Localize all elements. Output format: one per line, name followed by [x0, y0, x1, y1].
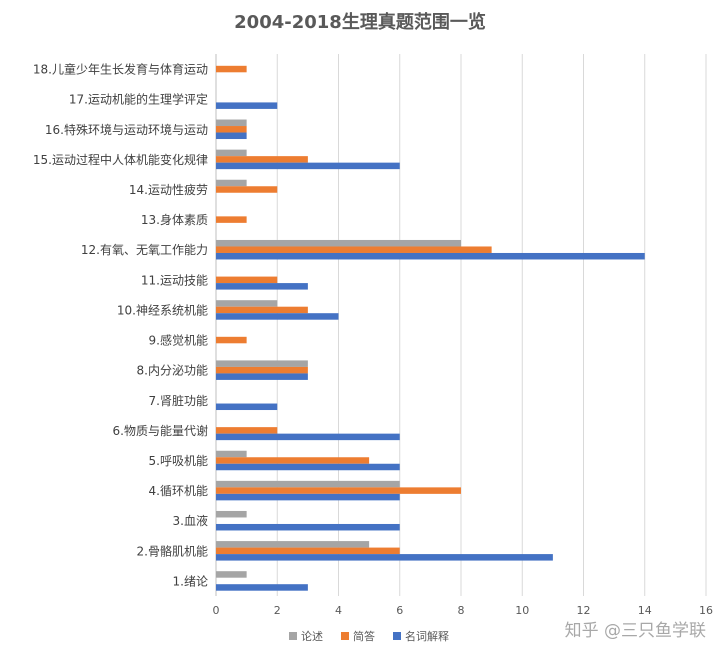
- x-tick-label: 4: [335, 604, 342, 617]
- bar-名词解释: [216, 132, 247, 140]
- bar-简答: [216, 126, 247, 133]
- bar-名词解释: [216, 102, 278, 109]
- legend-swatch: [341, 632, 349, 640]
- bar-简答: [216, 457, 370, 464]
- bar-论述: [216, 450, 247, 458]
- category-label: 6.物质与能量代谢: [113, 423, 208, 438]
- bar-论述: [216, 480, 400, 488]
- category-label: 13.身体素质: [141, 212, 208, 227]
- category-label: 15.运动过程中人体机能变化规律: [33, 152, 208, 167]
- watermark-text: 知乎 @三只鱼学联: [564, 621, 706, 641]
- category-label: 3.血液: [173, 513, 208, 528]
- legend-label: 名词解释: [405, 629, 449, 643]
- bar-名词解释: [216, 162, 400, 170]
- category-label: 14.运动性疲劳: [129, 182, 208, 197]
- bar-简答: [216, 547, 400, 555]
- bar-简答: [216, 156, 308, 163]
- x-tick-label: 2: [274, 604, 281, 617]
- x-tick-label: 0: [213, 604, 220, 617]
- bar-论述: [216, 239, 461, 247]
- bar-论述: [216, 119, 247, 127]
- bar-名词解释: [216, 493, 400, 501]
- category-label: 4.循环机能: [149, 484, 208, 498]
- bar-论述: [216, 360, 308, 367]
- chart-title: 2004-2018生理真题范围一览: [234, 12, 486, 33]
- x-tick-label: 16: [699, 604, 713, 617]
- bar-简答: [216, 487, 461, 494]
- bar-简答: [216, 65, 247, 73]
- bar-名词解释: [216, 313, 339, 320]
- bar-名词解释: [216, 373, 308, 380]
- bar-论述: [216, 179, 247, 187]
- bar-名词解释: [216, 463, 400, 471]
- bar-论述: [216, 149, 247, 157]
- bar-论述: [216, 571, 247, 578]
- bar-简答: [216, 366, 308, 374]
- x-tick-label: 14: [638, 604, 652, 617]
- x-tick-label: 6: [396, 604, 403, 617]
- category-label: 17.运动机能的生理学评定: [69, 92, 208, 107]
- bar-名词解释: [216, 584, 308, 591]
- legend-label: 论述: [301, 629, 323, 643]
- bar-名词解释: [216, 403, 278, 411]
- x-tick-label: 10: [515, 604, 529, 617]
- category-label: 8.内分泌功能: [137, 364, 208, 378]
- legend-swatch: [289, 632, 297, 640]
- category-label: 12.有氧、无氧工作能力: [81, 243, 208, 257]
- bar-论述: [216, 541, 370, 548]
- bar-简答: [216, 306, 308, 314]
- bar-简答: [216, 246, 492, 253]
- legend-swatch: [393, 632, 401, 640]
- category-label: 9.感觉机能: [149, 333, 208, 348]
- bar-名词解释: [216, 283, 308, 290]
- category-label: 10.神经系统机能: [117, 303, 208, 317]
- bar-名词解释: [216, 433, 400, 441]
- bar-简答: [216, 186, 278, 193]
- category-label: 5.呼吸机能: [149, 454, 208, 468]
- bar-简答: [216, 427, 278, 434]
- bar-论述: [216, 300, 278, 307]
- category-label: 11.运动技能: [141, 273, 208, 287]
- category-label: 18.儿童少年生长发育与体育运动: [33, 62, 208, 77]
- bar-名词解释: [216, 523, 400, 531]
- bar-论述: [216, 510, 247, 518]
- category-label: 2.骨骼肌机能: [137, 543, 208, 558]
- category-label: 1.绪论: [173, 574, 208, 588]
- bar-简答: [216, 336, 247, 344]
- bar-名词解释: [216, 252, 645, 260]
- legend-label: 简答: [353, 629, 375, 643]
- bar-简答: [216, 216, 247, 223]
- category-label: 16.特殊环境与运动环境与运动: [45, 122, 208, 137]
- category-label: 7.肾脏功能: [149, 393, 208, 408]
- bar-名词解释: [216, 554, 553, 561]
- bar-简答: [216, 276, 278, 284]
- x-tick-label: 12: [577, 604, 591, 617]
- x-tick-label: 8: [458, 604, 465, 617]
